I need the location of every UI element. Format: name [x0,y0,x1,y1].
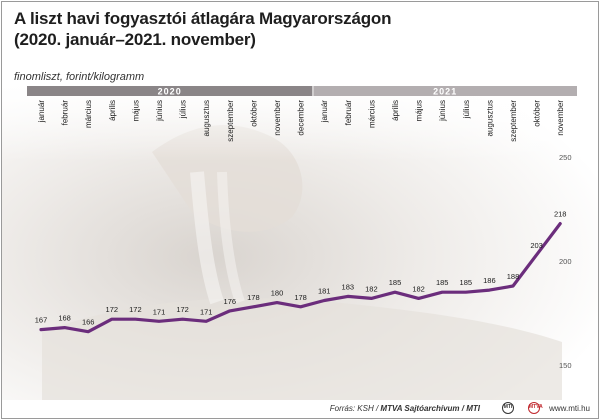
data-label: 172 [129,305,142,314]
mti-logo-icon: MTI [502,402,514,414]
y-tick-label: 250 [559,153,572,162]
data-label: 178 [294,293,307,302]
month-label: március [367,100,376,128]
data-label: 172 [106,305,119,314]
data-label: 188 [507,272,520,281]
data-label: 180 [271,289,284,298]
month-label: április [108,100,117,121]
y-tick-label: 200 [559,257,572,266]
month-label: augusztus [485,100,494,136]
mtva-logo-icon: MTVA [528,402,543,414]
data-label: 181 [318,287,331,296]
chart-title: A liszt havi fogyasztói átlagára Magyaro… [14,8,391,50]
month-label: július [179,100,188,119]
month-label: szeptember [226,100,235,142]
month-label: december [297,100,306,136]
month-label: október [533,100,542,127]
month-label: március [84,100,93,128]
month-label: november [273,100,282,136]
data-label: 166 [82,318,95,327]
source-credit: Forrás: KSH / MTVA Sajtóarchívum / MTI [330,404,480,413]
year-band-2020 [27,86,313,96]
data-label: 182 [365,284,378,293]
month-label: november [556,100,565,136]
month-label: június [155,100,164,122]
data-label: 218 [554,210,567,219]
source-archive: MTVA Sajtóarchívum / MTI [380,404,480,413]
footer: Forrás: KSH / MTVA Sajtóarchívum / MTI M… [2,401,598,417]
line-chart: 2020 2021 január február március április május… [27,86,577,370]
data-label: 185 [389,278,402,287]
site-url: www.mti.hu [549,404,590,413]
data-label: 185 [460,278,473,287]
month-label: május [415,100,424,121]
month-label: január [37,100,46,124]
month-label: július [462,100,471,119]
year-band-2021 [313,86,577,96]
data-label: 203 [530,241,543,250]
data-label: 182 [412,284,425,293]
month-label: szeptember [509,100,518,142]
month-label: február [344,100,353,126]
data-label: 172 [176,305,189,314]
chart-title-line-1: A liszt havi fogyasztói átlagára Magyaro… [14,9,392,28]
month-label: május [131,100,140,121]
data-label: 186 [483,276,496,285]
data-label: 171 [153,307,166,316]
data-label: 171 [200,307,213,316]
data-label: 168 [58,314,71,323]
month-label: április [391,100,400,121]
y-tick-label: 150 [559,361,572,370]
series-line [39,222,562,334]
chart-title-line-2: (2020. január–2021. november) [14,30,256,49]
data-label: 185 [436,278,449,287]
year-label-2021: 2021 [433,87,457,97]
data-label: 183 [342,282,355,291]
data-label: 176 [224,297,237,306]
flour-background-image [2,82,598,400]
month-label: október [249,100,258,127]
year-label-2020: 2020 [158,87,182,97]
month-label: augusztus [202,100,211,136]
month-label: február [61,100,70,126]
source-prefix: Forrás: KSH / [329,404,381,413]
data-label: 167 [35,316,48,325]
month-label: január [320,100,329,124]
chart-subtitle: finomliszt, forint/kilogramm [14,71,145,83]
data-label: 178 [247,293,260,302]
month-label: június [438,100,447,122]
